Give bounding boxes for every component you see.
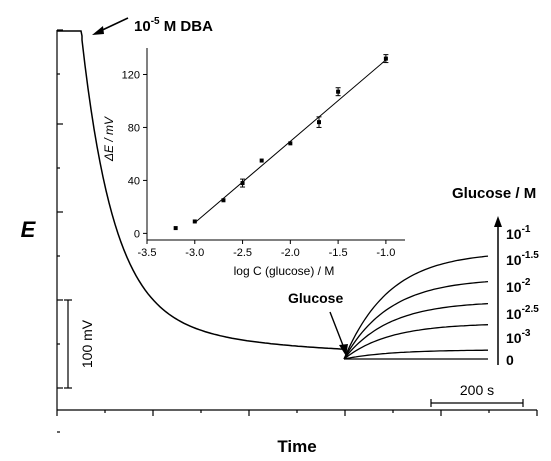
scale-bar-voltage — [64, 299, 72, 389]
glucose-response-curve — [343, 324, 489, 360]
inset-data-point — [259, 158, 264, 163]
concentration-base: 10 — [506, 226, 522, 242]
inset-x-tick-label: -1.5 — [329, 247, 348, 259]
inset-x-tick-label: -3.0 — [185, 247, 204, 259]
legend-arrow-head — [494, 216, 502, 227]
inset-x-tick-label: -2.5 — [233, 247, 252, 259]
inset-data-point — [383, 56, 388, 61]
inset-data-point — [173, 226, 178, 231]
concentration-label: 10-1 — [506, 224, 531, 242]
scale-bar-voltage-label: 100 mV — [79, 319, 95, 368]
inset-x-tick-label: -3.5 — [138, 247, 157, 259]
concentration-base: 10 — [506, 279, 522, 295]
legend-title: Glucose / M — [452, 185, 536, 202]
concentration-exponent: -1.5 — [522, 250, 540, 261]
dba-exponent: -5 — [151, 16, 160, 27]
main-curves — [57, 30, 489, 360]
concentration-exponent: -2 — [522, 277, 531, 288]
inset-frame — [146, 48, 405, 241]
main-frame — [56, 30, 537, 411]
inset-data-point — [221, 198, 226, 203]
concentration-exponent: -3 — [522, 328, 531, 339]
inset-axes: -3.5 -3.0 -2.5 -2.0 -1.5 -1.0 0 40 80 120 — [122, 69, 396, 259]
glucose-annotation: Glucose — [288, 290, 343, 306]
concentration-label: 10-1.5 — [506, 250, 539, 268]
glucose-response-curve — [343, 302, 489, 360]
glucose-arrow-shaft — [329, 311, 345, 349]
inset-data-point — [317, 120, 321, 125]
concentration-label: 0 — [506, 352, 514, 368]
inset-y-tick-label: 120 — [122, 69, 140, 81]
scale-bar-time-label: 200 s — [460, 382, 494, 398]
concentration-label: 10-3 — [506, 328, 531, 346]
glucose-response-curve — [343, 280, 489, 360]
concentration-label: 10-2.5 — [506, 304, 539, 322]
concentration-base: 10 — [506, 330, 522, 346]
inset-y-tick-label: 0 — [134, 228, 140, 240]
dba-base: 10 — [134, 18, 151, 35]
inset-data-point — [240, 181, 245, 186]
inset-y-tick-label: 80 — [128, 122, 140, 134]
inset-x-tick-label: -1.0 — [376, 247, 395, 259]
inset-points — [173, 54, 389, 231]
main-ticks — [56, 29, 538, 433]
dba-arrow-head — [92, 26, 104, 35]
inset-data-point — [192, 219, 197, 224]
concentration-base: 10 — [506, 252, 522, 268]
concentration-labels: 10-110-1.510-210-2.510-30 — [506, 224, 539, 368]
inset-data-point — [288, 141, 293, 146]
inset-data-point — [336, 89, 341, 94]
glucose-response-curve — [343, 255, 489, 360]
concentration-exponent: -2.5 — [522, 304, 540, 315]
main-decay-trace — [57, 30, 344, 350]
dba-annotation: 10-5 M DBA — [134, 16, 213, 35]
inset-x-tick-label: -2.0 — [281, 247, 300, 259]
concentration-base: 10 — [506, 306, 522, 322]
inset-x-label: log C (glucose) / M — [234, 264, 335, 278]
concentration-label: 10-2 — [506, 277, 531, 295]
inset-y-label: ΔE / mV — [102, 116, 116, 162]
glucose-arrow-head — [339, 344, 348, 356]
dba-rest: M DBA — [160, 18, 213, 35]
main-x-label: Time — [277, 437, 316, 456]
inset-y-tick-label: 40 — [128, 175, 140, 187]
glucose-response-curve — [343, 349, 488, 360]
concentration-exponent: -1 — [522, 224, 531, 235]
main-y-label: E — [21, 217, 37, 242]
scale-bar-time — [430, 399, 524, 407]
